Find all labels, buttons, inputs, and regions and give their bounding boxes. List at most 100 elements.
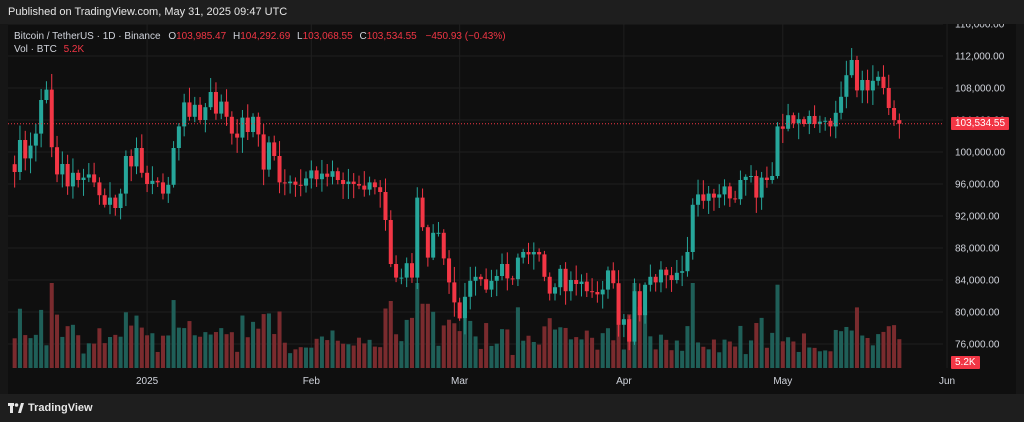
candle-body[interactable]	[198, 104, 203, 120]
candle-body[interactable]	[203, 107, 208, 120]
candle-body[interactable]	[92, 174, 97, 183]
candle-body[interactable]	[272, 142, 277, 156]
candle-body[interactable]	[558, 268, 563, 288]
candle-body[interactable]	[97, 182, 102, 196]
candle-body[interactable]	[727, 186, 732, 199]
candle-body[interactable]	[325, 173, 330, 177]
candle-body[interactable]	[70, 172, 75, 187]
candle-body[interactable]	[473, 276, 478, 281]
candle-body[interactable]	[892, 108, 897, 121]
symbol-name[interactable]: Bitcoin / TetherUS · 1D · Binance	[14, 31, 161, 42]
candle-body[interactable]	[224, 101, 229, 117]
candle-body[interactable]	[304, 178, 309, 186]
candle-body[interactable]	[166, 184, 171, 194]
candle-body[interactable]	[478, 276, 483, 280]
candle-body[interactable]	[362, 185, 367, 190]
candle-body[interactable]	[839, 96, 844, 113]
candle-body[interactable]	[844, 75, 849, 97]
candle-body[interactable]	[764, 177, 769, 180]
candle-body[interactable]	[817, 121, 822, 124]
candle-body[interactable]	[552, 287, 558, 294]
candle-body[interactable]	[404, 263, 409, 278]
candle-body[interactable]	[399, 277, 404, 279]
candle-body[interactable]	[298, 184, 303, 186]
candle-body[interactable]	[107, 197, 113, 205]
candle-body[interactable]	[356, 184, 362, 186]
candle-body[interactable]	[17, 140, 22, 172]
candle-body[interactable]	[240, 117, 245, 138]
candle-body[interactable]	[648, 276, 653, 285]
candle-body[interactable]	[76, 172, 81, 180]
candle-body[interactable]	[500, 264, 505, 276]
candle-body[interactable]	[383, 192, 388, 220]
candle-body[interactable]	[251, 116, 256, 132]
candle-body[interactable]	[706, 193, 711, 201]
candle-body[interactable]	[886, 88, 891, 108]
candle-body[interactable]	[39, 100, 44, 134]
candle-body[interactable]	[139, 148, 144, 173]
candle-body[interactable]	[436, 232, 441, 234]
candle-body[interactable]	[786, 115, 791, 129]
candle-body[interactable]	[367, 182, 372, 190]
candle-body[interactable]	[288, 181, 293, 184]
candle-body[interactable]	[118, 193, 123, 208]
candle-body[interactable]	[282, 182, 287, 184]
candle-body[interactable]	[160, 182, 165, 194]
candle-body[interactable]	[346, 181, 351, 184]
candle-body[interactable]	[542, 254, 547, 277]
candle-body[interactable]	[319, 173, 324, 180]
candle-body[interactable]	[807, 116, 812, 124]
candle-body[interactable]	[531, 252, 536, 255]
candle-body[interactable]	[717, 194, 722, 198]
candle-body[interactable]	[674, 272, 679, 280]
candle-body[interactable]	[171, 148, 176, 185]
candle-body[interactable]	[547, 276, 552, 294]
candle-body[interactable]	[219, 101, 224, 114]
candle-body[interactable]	[55, 147, 60, 175]
candle-body[interactable]	[653, 276, 658, 283]
candlestick-chart[interactable]: 116,000.00112,000.00108,000.00104,000.00…	[8, 24, 1016, 394]
candle-body[interactable]	[86, 174, 91, 178]
candle-body[interactable]	[696, 194, 701, 205]
candle-body[interactable]	[849, 60, 854, 76]
candle-body[interactable]	[632, 291, 637, 342]
candle-body[interactable]	[277, 156, 282, 183]
candle-body[interactable]	[801, 119, 807, 124]
candle-body[interactable]	[341, 180, 346, 184]
candle-body[interactable]	[388, 220, 393, 264]
candle-body[interactable]	[351, 181, 356, 184]
candle-body[interactable]	[791, 115, 796, 124]
candle-body[interactable]	[102, 195, 107, 205]
candle-body[interactable]	[600, 289, 605, 295]
candle-body[interactable]	[897, 120, 902, 124]
candle-body[interactable]	[372, 182, 377, 188]
candle-body[interactable]	[176, 126, 181, 148]
candle-body[interactable]	[574, 280, 579, 284]
chart-area[interactable]: 116,000.00112,000.00108,000.00104,000.00…	[8, 24, 1016, 394]
candle-body[interactable]	[860, 80, 865, 91]
candle-body[interactable]	[537, 252, 542, 255]
candle-body[interactable]	[833, 112, 838, 127]
candle-body[interactable]	[60, 164, 65, 175]
candle-body[interactable]	[870, 80, 875, 91]
candle-body[interactable]	[664, 269, 669, 276]
candle-body[interactable]	[187, 102, 192, 117]
candle-body[interactable]	[621, 319, 626, 325]
candle-body[interactable]	[33, 133, 38, 146]
candle-body[interactable]	[658, 269, 663, 283]
candle-body[interactable]	[780, 126, 785, 129]
candle-body[interactable]	[584, 281, 589, 292]
candle-body[interactable]	[823, 120, 828, 122]
candle-body[interactable]	[155, 180, 160, 183]
candle-body[interactable]	[431, 232, 436, 258]
candle-body[interactable]	[611, 270, 616, 284]
candle-body[interactable]	[812, 116, 817, 124]
candle-body[interactable]	[245, 117, 250, 132]
candle-body[interactable]	[150, 180, 155, 184]
candle-body[interactable]	[563, 268, 568, 292]
candle-body[interactable]	[722, 186, 727, 195]
candle-body[interactable]	[420, 197, 425, 228]
candle-body[interactable]	[49, 89, 54, 148]
candle-body[interactable]	[865, 80, 870, 91]
candle-body[interactable]	[733, 198, 738, 200]
